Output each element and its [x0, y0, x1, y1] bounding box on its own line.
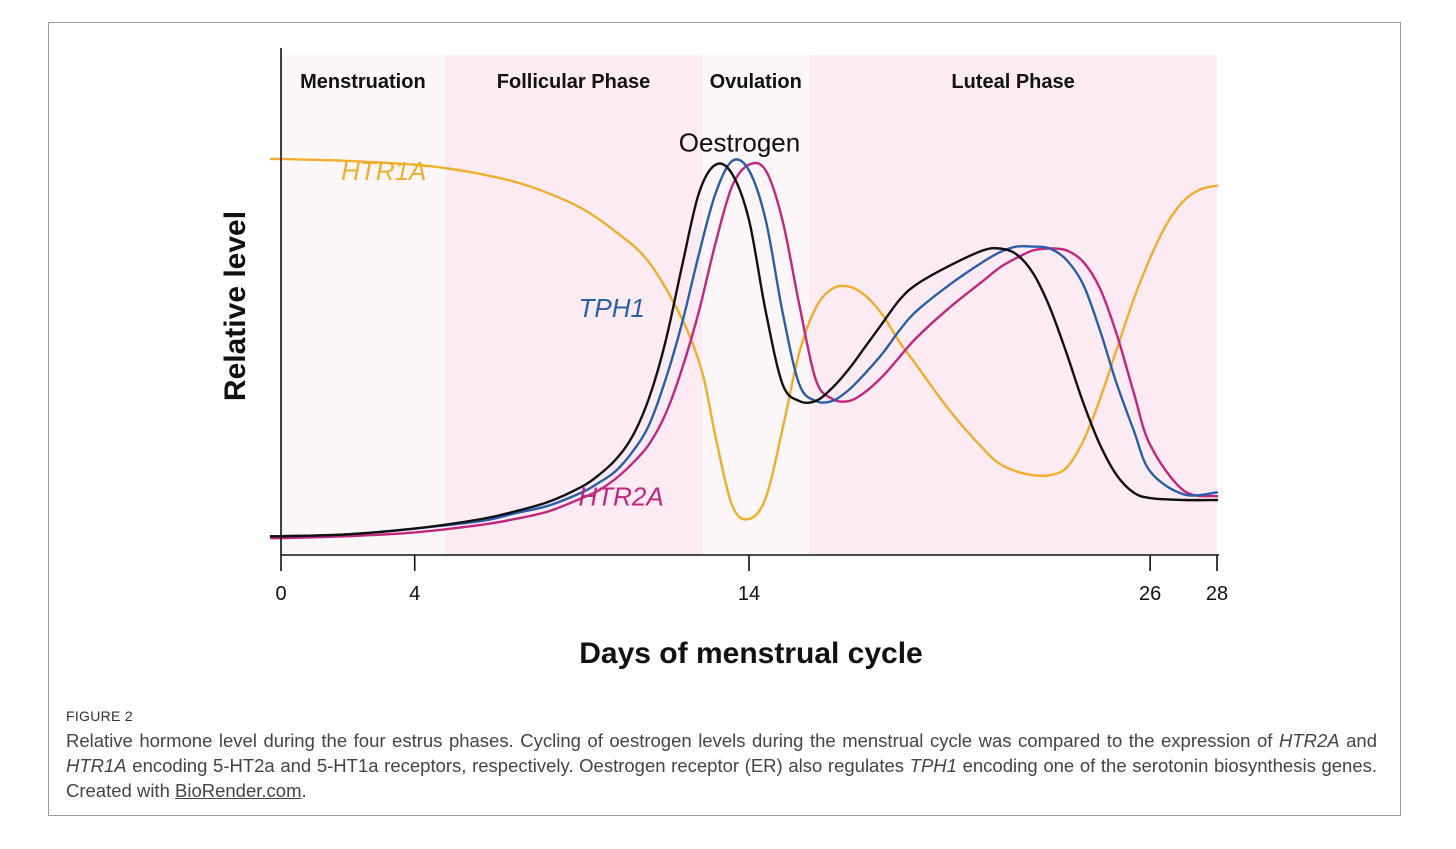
chart: Menstruation Follicular Phase Ovulation Lut…: [219, 48, 1228, 670]
x-tick-label-0: 0: [275, 583, 286, 605]
x-tick-label-14: 14: [738, 583, 760, 605]
figure-frame: [48, 22, 1401, 816]
phase-label-menstruation: Menstruation: [300, 71, 426, 93]
caption-text-1: Relative hormone level during the four e…: [66, 730, 1279, 751]
series-line-oestrogen: [269, 162, 1219, 538]
phase-band-luteal-phase: [809, 55, 1217, 555]
series-line-htr1a: [269, 157, 1219, 521]
figure-caption: Relative hormone level during the four e…: [66, 728, 1377, 803]
caption-gene-tph1: TPH1: [909, 755, 957, 776]
phase-band-menstruation: [281, 55, 445, 555]
phase-band-follicular-phase: [444, 55, 703, 555]
caption-text-4: encoding one of the serotonin biosynthes…: [66, 755, 1377, 801]
figure-label: FIGURE 2: [66, 708, 133, 724]
phase-label-follicular-phase: Follicular Phase: [497, 71, 650, 93]
x-axis-title: Days of menstrual cycle: [579, 637, 923, 670]
caption-text-2: and: [1339, 730, 1377, 751]
phase-label-ovulation: Ovulation: [710, 71, 802, 93]
biorender-link[interactable]: BioRender.com: [175, 780, 302, 801]
caption-text-5: .: [301, 780, 307, 801]
caption-gene-htr2a: HTR2A: [1278, 730, 1340, 751]
series-label-tph1: TPH1: [579, 293, 645, 323]
x-tick-label-4: 4: [409, 583, 420, 605]
phase-label-luteal-phase: Luteal Phase: [951, 71, 1074, 93]
caption-gene-htr1a: HTR1A: [66, 755, 127, 776]
series-line-tph1: [269, 158, 1219, 538]
caption-text-3: encoding 5-HT2a and 5-HT1a receptors, re…: [126, 755, 910, 776]
x-tick-label-28: 28: [1206, 583, 1228, 605]
phase-band-ovulation: [702, 55, 810, 555]
series-line-htr2a: [269, 161, 1219, 540]
x-tick-label-26: 26: [1139, 583, 1161, 605]
series-label-oestrogen: Oestrogen: [679, 127, 800, 157]
series-label-htr1a: HTR1A: [341, 156, 426, 186]
series-label-htr2a: HTR2A: [579, 482, 664, 512]
y-axis-title: Relative level: [219, 211, 252, 401]
